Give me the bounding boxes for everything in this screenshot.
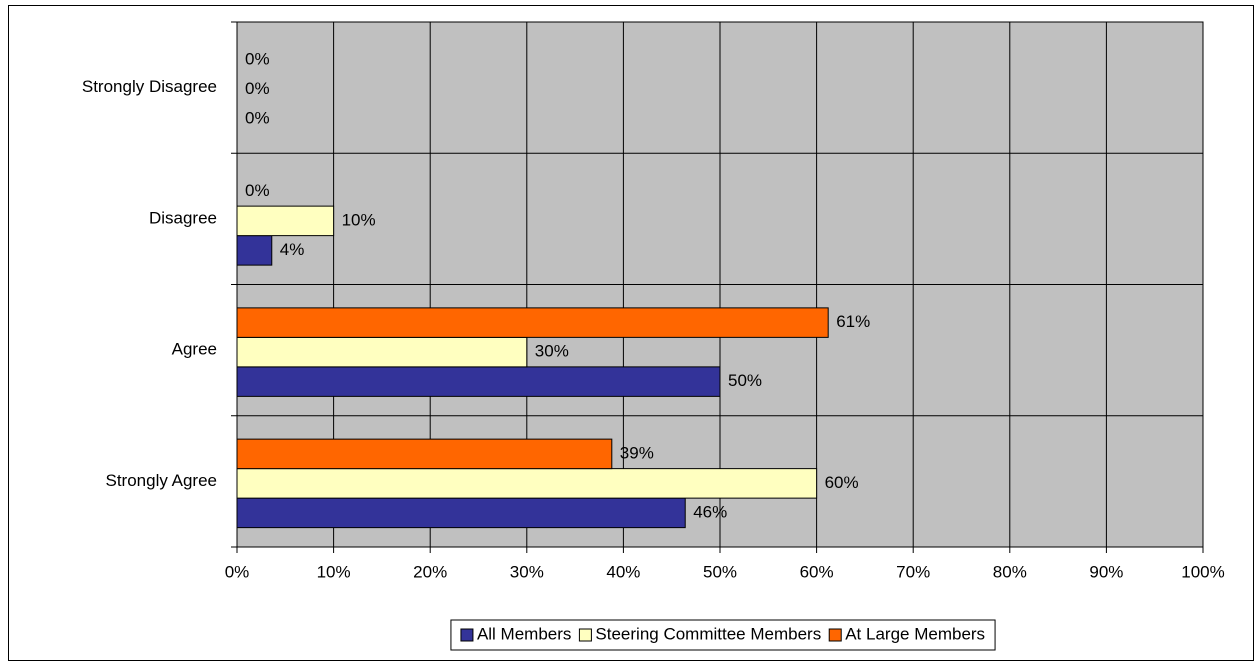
legend-label: Steering Committee Members <box>595 624 821 643</box>
value-label: 0% <box>245 50 270 69</box>
plot-border <box>236 21 1204 548</box>
value-label: 39% <box>620 443 654 462</box>
x-tick-label: 20% <box>413 562 447 581</box>
y-tick-label: Agree <box>172 340 217 359</box>
legend-box <box>450 619 996 651</box>
value-label: 10% <box>342 210 376 229</box>
x-tick-label: 10% <box>317 562 351 581</box>
y-tick-label: Disagree <box>149 208 217 227</box>
bar <box>236 438 613 470</box>
bar <box>236 497 686 529</box>
legend-swatch <box>578 628 592 642</box>
bar <box>236 366 721 397</box>
bar <box>236 307 829 338</box>
value-label: 4% <box>280 240 305 259</box>
y-tick-label: Strongly Agree <box>105 471 217 490</box>
legend-label: At Large Members <box>845 624 985 643</box>
x-tick-label: 100% <box>1181 562 1224 581</box>
x-tick-label: 0% <box>225 562 250 581</box>
bar <box>236 235 273 266</box>
value-label: 61% <box>836 312 870 331</box>
value-label: 50% <box>728 371 762 390</box>
x-tick-label: 40% <box>606 562 640 581</box>
value-label: 30% <box>535 342 569 361</box>
x-tick-label: 90% <box>1089 562 1123 581</box>
bar <box>236 336 528 368</box>
x-tick-label: 80% <box>993 562 1027 581</box>
value-label: 46% <box>693 502 727 521</box>
y-tick-label: Strongly Disagree <box>82 77 217 96</box>
value-label: 0% <box>245 181 270 200</box>
bar <box>236 205 335 237</box>
value-label: 0% <box>245 79 270 98</box>
legend-swatch <box>460 628 474 642</box>
value-label: 60% <box>825 473 859 492</box>
value-label: 0% <box>245 109 270 128</box>
x-tick-label: 70% <box>896 562 930 581</box>
legend-label: All Members <box>477 624 571 643</box>
legend-swatch <box>828 628 842 642</box>
x-tick-label: 30% <box>510 562 544 581</box>
x-tick-label: 50% <box>703 562 737 581</box>
x-tick-label: 60% <box>800 562 834 581</box>
bar <box>236 468 818 499</box>
